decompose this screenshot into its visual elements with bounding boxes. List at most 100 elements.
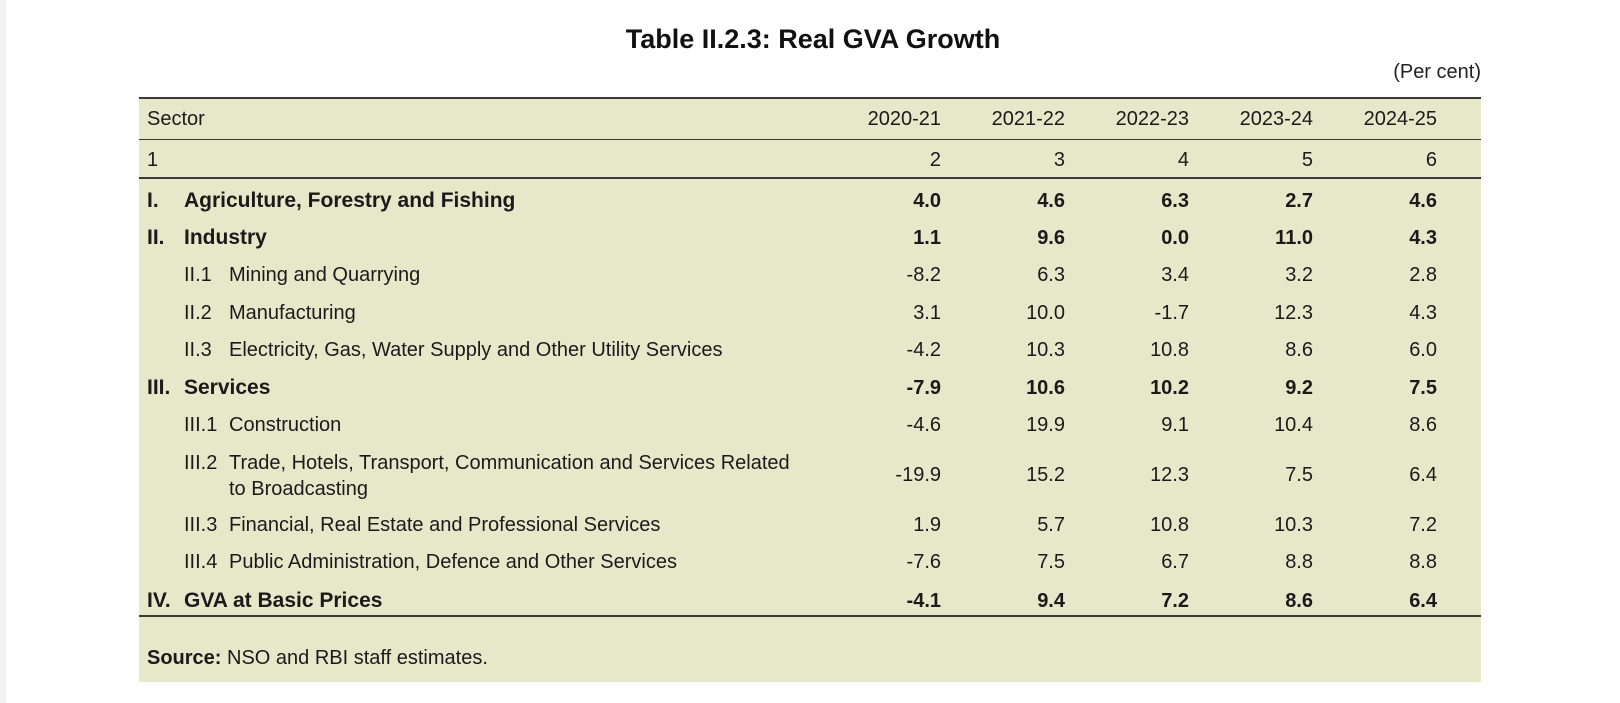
row-code: II.1 (184, 264, 212, 286)
row-value: 8.6 (1409, 414, 1437, 436)
row-value: 1.9 (913, 514, 941, 536)
row-value: 10.8 (1150, 514, 1189, 536)
row-value: 12.3 (1274, 302, 1313, 324)
row-value: 6.0 (1409, 339, 1437, 361)
row-value: 0.0 (1161, 227, 1189, 249)
row-value: 8.8 (1409, 551, 1437, 573)
row-value: -4.1 (906, 590, 941, 612)
row-value: 11.0 (1275, 227, 1313, 249)
row-value: 10.3 (1026, 339, 1065, 361)
header-rule (139, 139, 1481, 140)
source-note: Source: NSO and RBI staff estimates. (147, 646, 488, 670)
row-value: 7.5 (1285, 464, 1313, 486)
row-code: III.3 (184, 514, 218, 536)
row-value: 8.6 (1285, 590, 1313, 612)
row-label: Services (184, 376, 271, 399)
row-value: 12.3 (1150, 464, 1189, 486)
row-value: 8.6 (1285, 339, 1313, 361)
row-value: 6.3 (1037, 264, 1065, 286)
year-header: 2020-21 (867, 108, 941, 130)
row-code: III.4 (184, 551, 218, 573)
row-value: 10.4 (1274, 414, 1313, 436)
column-number: 5 (1301, 149, 1313, 171)
row-code: II. (147, 226, 165, 249)
row-code: I. (147, 189, 159, 212)
row-label: Industry (184, 226, 267, 249)
row-label-continuation: to Broadcasting (229, 478, 368, 500)
year-header: 2023-24 (1239, 108, 1313, 130)
row-value: -7.6 (906, 551, 941, 573)
row-value: 10.6 (1026, 377, 1065, 399)
year-header: 2022-23 (1115, 108, 1189, 130)
row-value: -4.6 (906, 414, 941, 436)
column-number: 6 (1425, 149, 1437, 171)
year-header: 2021-22 (991, 108, 1065, 130)
unit-note: (Per cent) (1393, 61, 1481, 83)
column-number: 4 (1177, 149, 1189, 171)
row-value: -1.7 (1154, 302, 1189, 324)
column-number: 2 (929, 149, 941, 171)
row-value: 2.7 (1285, 190, 1313, 212)
row-value: 3.2 (1285, 264, 1313, 286)
row-value: 9.1 (1161, 414, 1189, 436)
row-label: Manufacturing (229, 302, 356, 324)
row-label: GVA at Basic Prices (184, 589, 383, 612)
row-code: III.2 (184, 452, 218, 474)
row-value: 8.8 (1285, 551, 1313, 573)
row-label: Public Administration, Defence and Other… (229, 551, 677, 573)
row-value: 6.3 (1161, 190, 1189, 212)
source-label: Source: (147, 647, 222, 669)
row-value: 6.4 (1409, 590, 1437, 612)
row-value: 3.1 (913, 302, 941, 324)
row-value: 4.0 (913, 190, 941, 212)
column-number: 1 (147, 149, 159, 171)
row-value: 7.5 (1037, 551, 1065, 573)
row-value: 4.3 (1409, 302, 1437, 324)
row-label: Electricity, Gas, Water Supply and Other… (229, 339, 723, 361)
row-value: 4.6 (1409, 190, 1437, 212)
document-page: Table II.2.3: Real GVA Growth (Per cent)… (6, 0, 1620, 703)
row-label: Mining and Quarrying (229, 264, 421, 286)
row-value: -7.9 (906, 377, 941, 399)
row-value: 9.4 (1037, 590, 1065, 612)
row-value: -4.2 (906, 339, 941, 361)
row-value: -19.9 (895, 464, 941, 486)
row-value: 10.3 (1274, 514, 1313, 536)
year-header: 2024-25 (1363, 108, 1437, 130)
row-value: 3.4 (1161, 264, 1189, 286)
row-value: 15.2 (1026, 464, 1065, 486)
column-number: 3 (1053, 149, 1065, 171)
row-label: Financial, Real Estate and Professional … (229, 514, 661, 536)
row-code: IV. (147, 589, 171, 612)
source-text: NSO and RBI staff estimates. (221, 647, 488, 669)
row-label: Trade, Hotels, Transport, Communication … (229, 452, 790, 474)
colnum-rule (139, 177, 1481, 179)
row-value: 9.6 (1037, 227, 1065, 249)
row-value: -8.2 (906, 264, 941, 286)
row-value: 10.2 (1150, 377, 1189, 399)
row-value: 2.8 (1409, 264, 1437, 286)
table-bottom-rule (139, 615, 1481, 617)
row-value: 9.2 (1285, 377, 1313, 399)
row-value: 7.5 (1409, 377, 1437, 399)
row-value: 1.1 (913, 227, 941, 249)
row-code: II.3 (184, 339, 212, 361)
table-title: Table II.2.3: Real GVA Growth (625, 24, 1001, 54)
gva-table: Sector 2020-21 2021-22 2022-23 2023-24 2… (139, 97, 1481, 682)
row-value: 4.6 (1037, 190, 1065, 212)
row-code: III. (147, 376, 171, 399)
row-value: 19.9 (1026, 414, 1065, 436)
sector-header: Sector (147, 108, 205, 130)
row-value: 6.4 (1409, 464, 1437, 486)
row-value: 6.7 (1161, 551, 1189, 573)
row-value: 10.0 (1026, 302, 1065, 324)
row-value: 10.8 (1150, 339, 1189, 361)
row-value: 7.2 (1161, 590, 1189, 612)
row-code: III.1 (184, 414, 218, 436)
row-label: Agriculture, Forestry and Fishing (184, 189, 516, 212)
row-code: II.2 (184, 302, 212, 324)
row-value: 5.7 (1037, 514, 1065, 536)
row-value: 4.3 (1409, 227, 1437, 249)
table-top-rule (139, 97, 1481, 99)
row-label: Construction (229, 414, 342, 436)
